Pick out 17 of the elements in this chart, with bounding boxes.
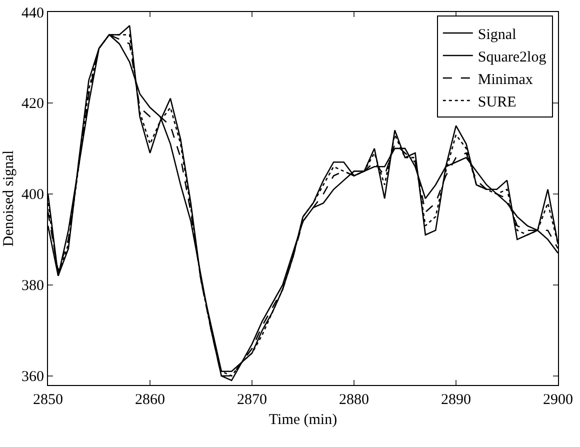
x-tick-label: 2900 — [543, 392, 573, 408]
y-tick-label: 360 — [22, 369, 44, 386]
x-tick-label: 2860 — [135, 392, 165, 408]
y-tick-label: 420 — [22, 96, 44, 112]
x-tick-label: 2880 — [339, 392, 369, 408]
y-tick-label: 380 — [22, 278, 44, 294]
x-tick-label: 2890 — [441, 392, 471, 408]
legend-label: Signal — [478, 26, 516, 43]
y-axis-title: Denoised signal — [0, 150, 17, 247]
y-tick-label: 400 — [22, 187, 44, 204]
legend-label: SURE — [478, 94, 516, 110]
x-axis-title: Time (min) — [268, 412, 338, 428]
legend-label: Square2log — [478, 49, 547, 66]
legend-label: Minimax — [478, 72, 534, 88]
x-tick-label: 2870 — [237, 392, 267, 408]
x-tick-label: 2850 — [33, 392, 63, 408]
y-tick-label: 440 — [22, 5, 44, 22]
